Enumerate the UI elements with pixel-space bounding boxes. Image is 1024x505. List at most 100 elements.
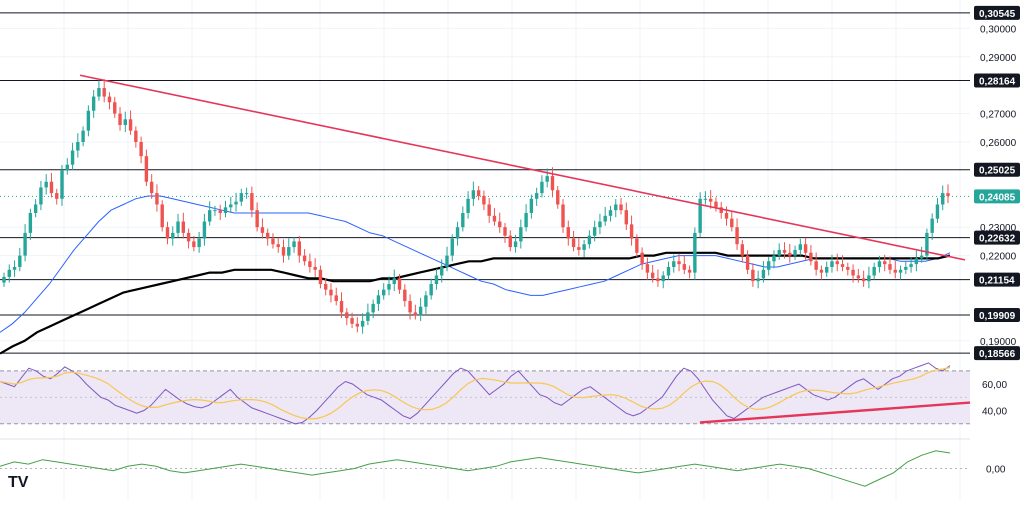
candle-body [445,255,449,267]
candle-body [645,264,650,273]
price-tick-label: 0,26000 [980,138,1017,149]
trendlines [79,74,966,261]
candle-body [149,181,154,194]
level-label: 0,28164 [979,77,1016,88]
ma200-line [0,251,951,355]
candle-body [144,156,149,182]
candle-body [561,204,565,228]
oscillator-line [0,450,951,487]
candle-body [650,272,655,279]
candle-body [292,241,296,248]
grid-lines [0,0,970,500]
candle-body [12,266,17,270]
candle-body [614,204,618,211]
candle-body [941,193,945,205]
candle-body [672,261,676,267]
candle-body [756,278,760,282]
candle-body [487,204,491,216]
candle-body [856,275,861,279]
candlesticks [2,79,950,334]
rsi-support-trendline [699,401,971,424]
candle-body [155,193,159,205]
price-tick-label: 0,23000 [980,223,1017,234]
candle-body [730,218,734,228]
candle-body [461,213,465,228]
candle-body [751,269,755,282]
candle-body [640,252,644,265]
candle-body [545,176,549,182]
candle-body [498,221,502,228]
candle-body [308,261,312,267]
candle-body [86,110,91,131]
candle-body [387,284,391,290]
level-label: 0,30545 [979,9,1016,20]
price-tick-label: 0,29000 [980,53,1017,64]
candle-body [571,238,576,248]
level-label-box [974,346,1020,361]
candle-body [714,201,718,208]
candle-body [218,210,222,213]
last-price-label-box [974,189,1020,204]
horizontal-levels [0,12,970,354]
candle-body [366,312,370,321]
candle-body [550,176,555,191]
candle-body [925,232,929,256]
candle-body [408,301,412,313]
candle-body [81,130,85,142]
candle-body [2,276,6,283]
candle-body [814,261,818,270]
candle-body [197,238,201,248]
candle-body [28,213,33,233]
candle-body [287,247,291,256]
candle-body [577,247,581,250]
candle-body [677,261,681,265]
candle-body [819,269,824,273]
level-label: 0,18566 [979,349,1016,360]
candle-body [223,207,228,213]
candle-body [371,303,375,313]
candle-body [107,96,112,103]
candle-body [334,295,338,302]
candle-body [782,249,787,253]
candle-body [598,221,602,228]
candle-body [376,295,381,304]
price-axis[interactable]: 0,30000 0,29000 0,27000 0,26000 0,23000 0,220… [974,5,1020,476]
price-tick-label: 0,22000 [980,252,1017,263]
candle-body [587,235,592,245]
candle-body [888,264,892,270]
candle-body [740,244,745,256]
level-label: 0,25025 [979,166,1016,177]
candle-body [513,241,518,248]
candle-body [302,255,307,262]
candle-body [914,258,919,265]
candle-body [693,232,697,273]
candle-body [440,266,444,276]
candle-body [503,227,507,236]
candle-body [202,221,207,239]
rsi-pane [0,362,971,425]
candle-body [556,190,560,205]
candle-body [803,244,808,253]
candle-body [165,227,170,239]
candle-body [898,269,903,273]
level-label-box [974,162,1020,177]
candle-body [49,181,54,194]
candle-body [44,181,48,188]
candle-body [139,142,143,157]
candle-body [909,264,913,267]
candle-body [76,142,80,151]
candle-body [207,210,212,222]
candle-body [113,102,117,114]
candle-body [39,187,43,205]
level-label: 0,21154 [979,276,1015,287]
candle-body [313,266,317,270]
candle-body [698,198,702,233]
candle-body [809,252,813,262]
logo-text: TV [8,474,29,491]
candle-body [582,244,586,250]
candle-body [360,320,365,327]
candle-body [825,266,829,273]
candle-body [250,193,254,211]
